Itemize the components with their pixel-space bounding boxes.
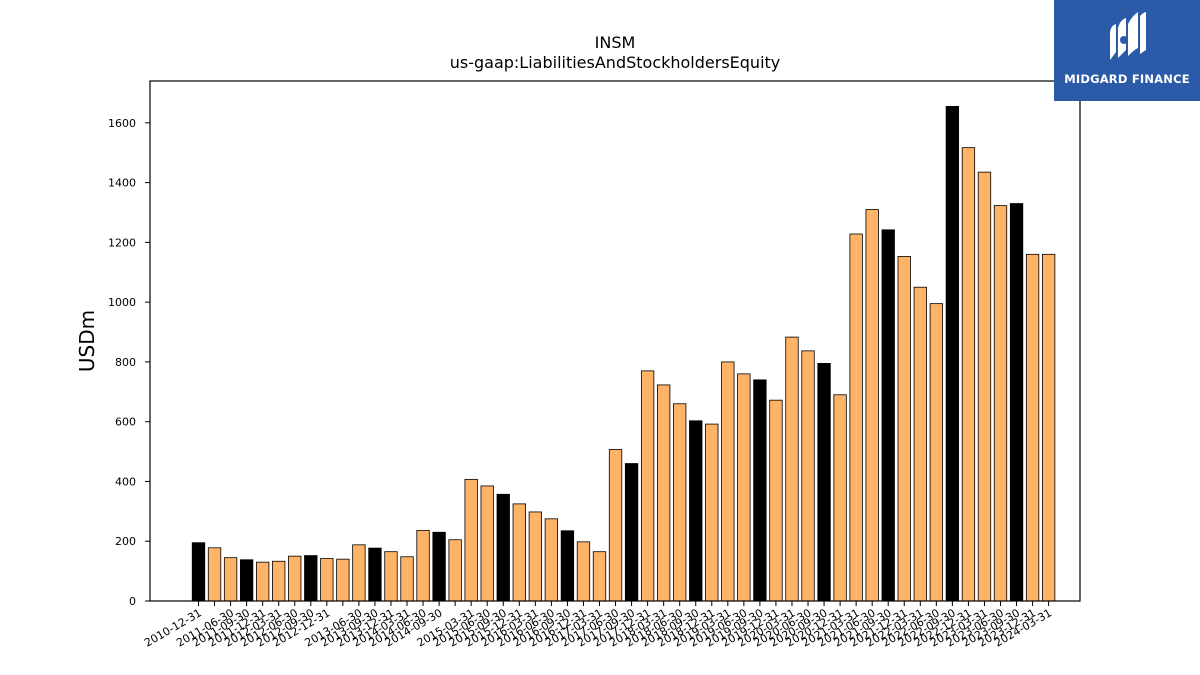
bar-2022-06-30 xyxy=(929,303,943,602)
y-tick-label: 1200 xyxy=(108,236,136,249)
bar-2023-06-30 xyxy=(993,205,1008,602)
bar-2013-06-30 xyxy=(352,544,366,602)
y-tick-label: 1600 xyxy=(108,117,136,130)
bar-2020-09-30 xyxy=(817,363,831,602)
bar-2011-03-31 xyxy=(207,547,222,602)
bar-2023-03-31 xyxy=(977,171,992,602)
bar-2022-12-31 xyxy=(961,147,976,602)
bar-2022-09-30 xyxy=(945,106,960,602)
bar-2014-06-30 xyxy=(416,530,430,602)
bar-2011-12-31 xyxy=(256,561,270,602)
bar-2012-09-30 xyxy=(304,555,318,602)
y-tick-label: 600 xyxy=(115,416,136,429)
bar-2020-03-31 xyxy=(785,336,799,602)
bar-2017-06-30 xyxy=(608,449,623,602)
bar-2019-12-31 xyxy=(769,399,783,602)
bar-2013-03-31 xyxy=(336,558,350,602)
bar-2011-06-30 xyxy=(223,557,238,602)
bar-2022-03-31 xyxy=(913,286,927,602)
y-tick-label: 400 xyxy=(115,475,136,488)
bar-2016-12-31 xyxy=(576,541,591,602)
bar-2020-06-30 xyxy=(801,350,815,602)
chart-title: INSM xyxy=(595,33,636,52)
bar-2014-03-31 xyxy=(400,556,414,602)
bar-2018-03-31 xyxy=(657,384,671,602)
bar-2011-09-30 xyxy=(239,559,254,602)
midgard-logo-icon xyxy=(1110,12,1146,60)
bar-2015-12-31 xyxy=(512,503,526,602)
bar-2014-09-30 xyxy=(432,531,446,602)
midgard-finance-logo: MIDGARD FINANCE xyxy=(1054,0,1200,101)
bar-2017-12-31 xyxy=(640,370,655,602)
bar-2023-09-30 xyxy=(1009,203,1024,602)
bar-2019-03-31 xyxy=(721,361,735,602)
x-axis-ticks: 2010-12-312011-06-302011-09-302011-12-31… xyxy=(142,601,1054,650)
y-tick-label: 0 xyxy=(129,595,136,608)
bar-2015-09-30 xyxy=(496,493,510,602)
bar-2019-06-30 xyxy=(737,373,751,602)
bar-2012-03-31 xyxy=(272,560,286,602)
bar-2012-06-30 xyxy=(288,555,302,602)
y-axis-label: USDm xyxy=(75,310,99,372)
bar-2015-06-30 xyxy=(480,485,494,602)
chart-subtitle: us-gaap:LiabilitiesAndStockholdersEquity xyxy=(450,53,781,72)
bar-2020-12-31 xyxy=(833,394,847,602)
bar-2017-03-31 xyxy=(592,551,607,602)
bar-2018-06-30 xyxy=(673,403,687,602)
bar-2012-12-31 xyxy=(320,558,334,602)
bars-group xyxy=(191,106,1056,602)
bar-2016-09-30 xyxy=(560,530,575,602)
bar-2024-03-31 xyxy=(1041,253,1056,602)
bar-2023-12-31 xyxy=(1025,253,1040,602)
plot-frame xyxy=(149,80,1081,602)
bar-2019-09-30 xyxy=(753,379,767,602)
bar-2021-03-31 xyxy=(849,233,863,602)
y-tick-label: 1000 xyxy=(108,296,136,309)
bar-2021-09-30 xyxy=(881,229,895,602)
bar-2017-09-30 xyxy=(624,463,639,602)
bar-2015-03-31 xyxy=(464,478,478,602)
bar-2014-12-31 xyxy=(448,539,462,602)
bar-2013-09-30 xyxy=(368,547,382,602)
bar-2021-06-30 xyxy=(865,209,879,602)
bar-2018-12-31 xyxy=(705,423,719,602)
bar-2016-03-31 xyxy=(528,511,542,602)
bar-2013-12-31 xyxy=(384,551,398,602)
y-tick-label: 800 xyxy=(115,356,136,369)
bar-2018-09-30 xyxy=(689,420,703,602)
y-axis-ticks: 0 200 400 600 800 1000 1200 1400 1600 xyxy=(108,117,150,608)
bar-2021-12-31 xyxy=(897,256,911,602)
bar-2010-12-31 xyxy=(191,542,206,602)
y-tick-label: 1400 xyxy=(108,177,136,190)
bar-2016-06-30 xyxy=(544,518,559,602)
y-tick-label: 200 xyxy=(115,535,136,548)
logo-text: MIDGARD FINANCE xyxy=(1064,72,1190,86)
